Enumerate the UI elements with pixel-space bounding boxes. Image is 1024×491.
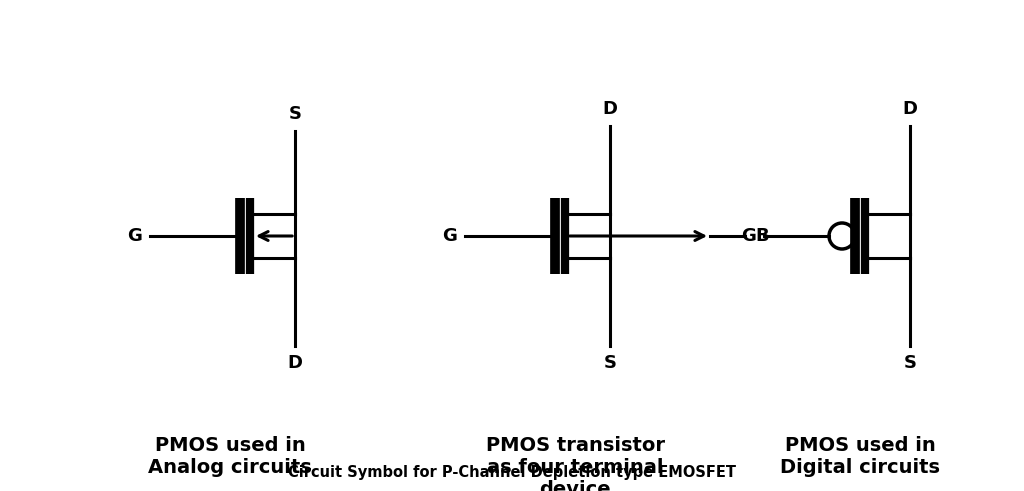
- Text: G: G: [127, 227, 142, 245]
- Text: PMOS used in
Analog circuits: PMOS used in Analog circuits: [148, 436, 312, 477]
- Text: D: D: [288, 354, 302, 372]
- Text: D: D: [902, 100, 918, 118]
- Text: B: B: [755, 227, 769, 245]
- Text: S: S: [903, 354, 916, 372]
- Text: D: D: [602, 100, 617, 118]
- Text: G: G: [741, 227, 756, 245]
- Text: PMOS used in
Digital circuits: PMOS used in Digital circuits: [780, 436, 940, 477]
- Text: PMOS transistor
as four terminal
device: PMOS transistor as four terminal device: [485, 436, 665, 491]
- Text: Circuit Symbol for P-Channel Depletion type EMOSFET: Circuit Symbol for P-Channel Depletion t…: [288, 465, 736, 481]
- Text: S: S: [603, 354, 616, 372]
- Text: G: G: [442, 227, 457, 245]
- Text: S: S: [289, 105, 301, 123]
